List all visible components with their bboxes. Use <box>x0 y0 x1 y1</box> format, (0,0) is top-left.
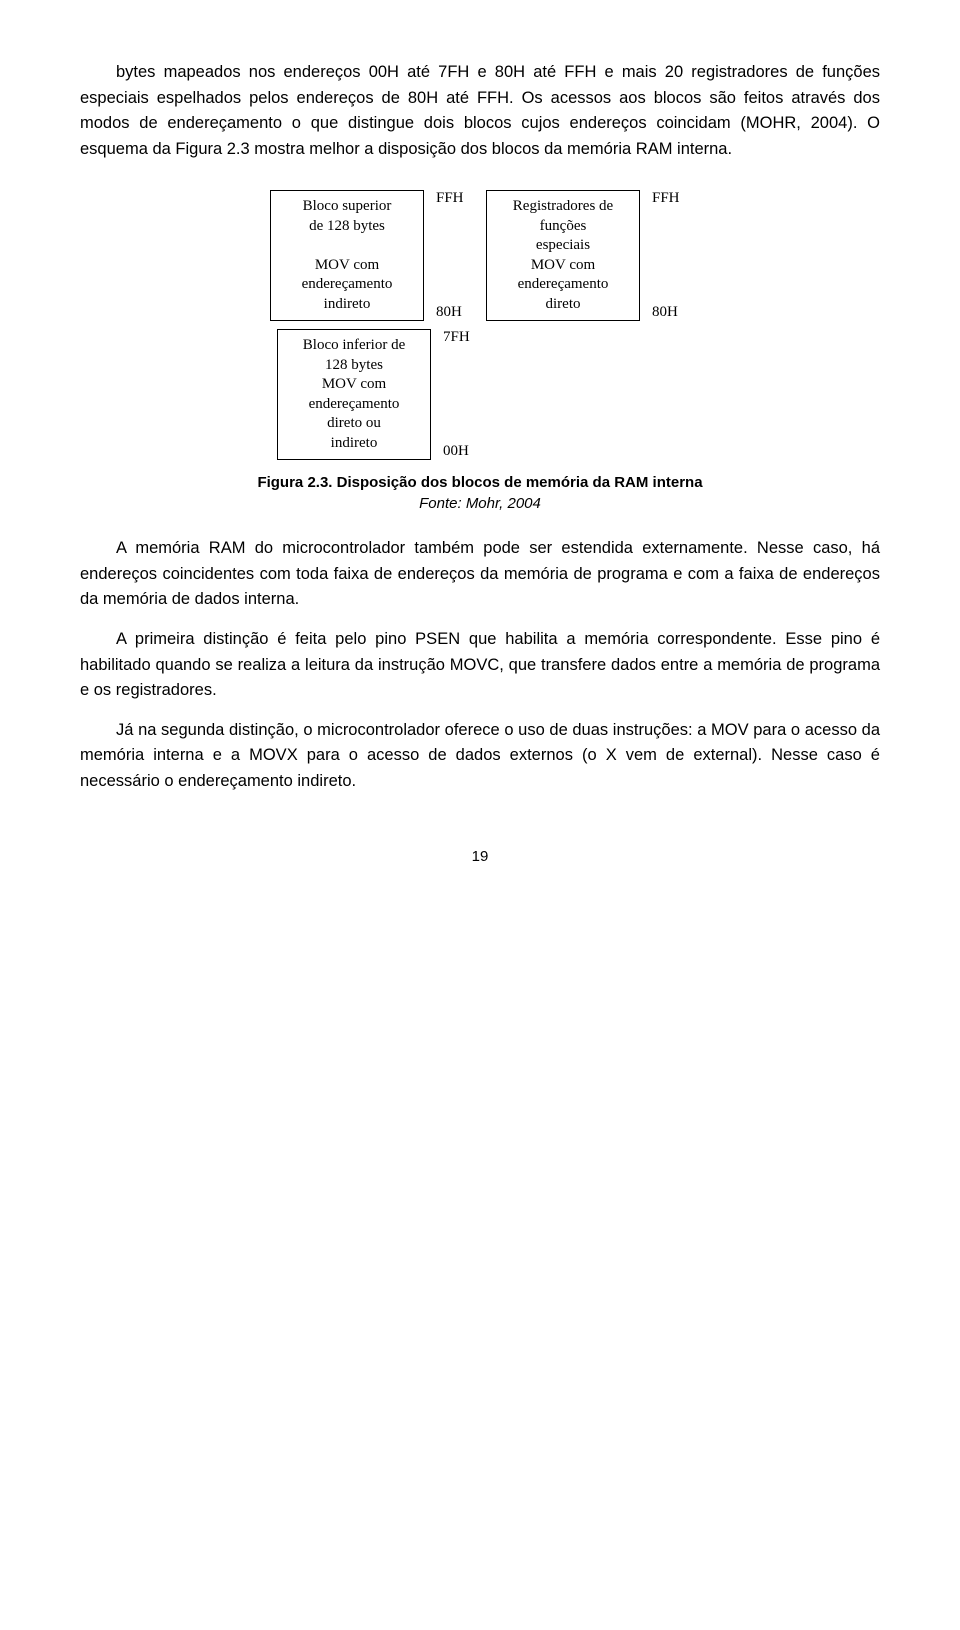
box-lower-128: Bloco inferior de128 bytesMOV comendereç… <box>277 329 431 460</box>
box-sfr: Registradores defunçõesespeciaisMOV come… <box>486 190 640 321</box>
box-upper-128: Bloco superiorde 128 bytes MOV comendere… <box>270 190 424 321</box>
addr-col-sfr: FFH 80H <box>652 190 690 321</box>
figure-2-3: Bloco superiorde 128 bytes MOV comendere… <box>80 190 880 512</box>
diagram-row-bottom: Bloco inferior de128 bytesMOV comendereç… <box>277 329 683 460</box>
addr-upper-hi: FFH <box>436 190 474 207</box>
figure-caption-title: Figura 2.3. Disposição dos blocos de mem… <box>80 474 880 491</box>
paragraph-mov-movx: Já na segunda distinção, o microcontrola… <box>80 718 880 795</box>
addr-sfr-hi: FFH <box>652 190 690 207</box>
addr-col-lower: 7FH 00H <box>443 329 481 460</box>
addr-col-upper: FFH 80H <box>436 190 474 321</box>
addr-sfr-lo: 80H <box>652 304 690 321</box>
addr-lower-hi: 7FH <box>443 329 481 346</box>
figure-caption-source: Fonte: Mohr, 2004 <box>80 495 880 512</box>
paragraph-psen: A primeira distinção é feita pelo pino P… <box>80 627 880 704</box>
paragraph-ext-ram: A memória RAM do microcontrolador também… <box>80 536 880 613</box>
page-number: 19 <box>80 848 880 865</box>
addr-lower-lo: 00H <box>443 443 481 460</box>
addr-upper-lo: 80H <box>436 304 474 321</box>
diagram-row-top: Bloco superiorde 128 bytes MOV comendere… <box>270 190 690 321</box>
intro-paragraph: bytes mapeados nos endereços 00H até 7FH… <box>80 60 880 162</box>
ram-block-diagram: Bloco superiorde 128 bytes MOV comendere… <box>270 190 690 460</box>
figure-caption: Figura 2.3. Disposição dos blocos de mem… <box>80 474 880 512</box>
